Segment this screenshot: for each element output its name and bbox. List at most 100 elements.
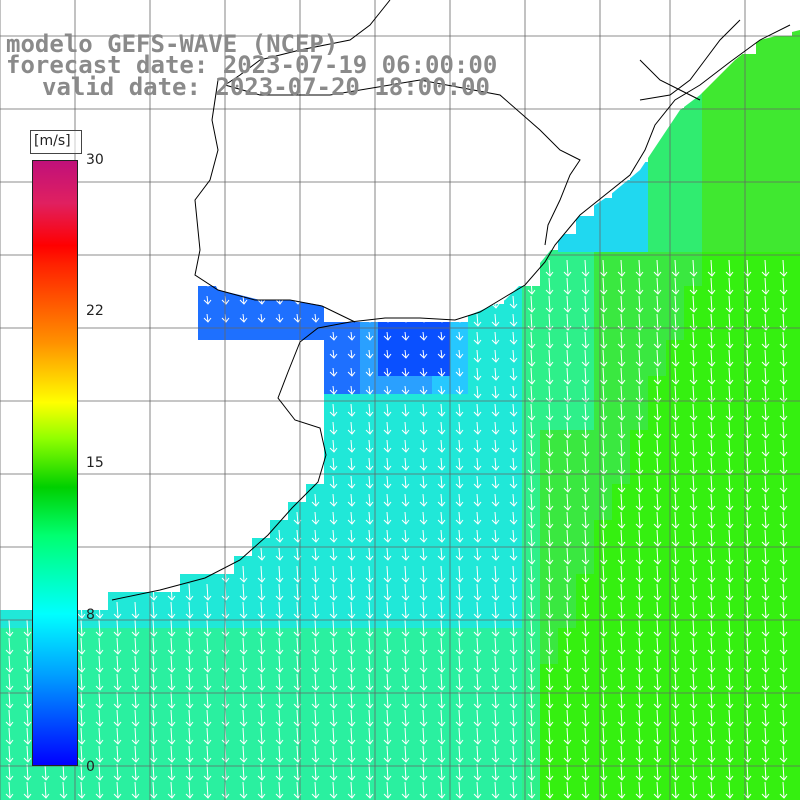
wind-arrow (455, 403, 464, 417)
wind-arrow (311, 691, 320, 709)
wind-arrow (437, 349, 446, 359)
wind-arrow (725, 529, 734, 547)
wind-speed-cell (684, 682, 702, 700)
wind-arrow (383, 763, 392, 781)
wind-arrow (347, 511, 356, 525)
wind-speed-cell (234, 754, 252, 772)
wind-speed-cell (738, 304, 756, 322)
wind-arrow (383, 745, 392, 763)
wind-speed-cell (108, 736, 126, 754)
wind-speed-cell (252, 772, 270, 790)
wind-speed-cell (144, 754, 162, 772)
wind-arrow (545, 583, 554, 601)
wind-arrow (383, 403, 392, 417)
wind-speed-cell (360, 556, 378, 574)
wind-arrow (437, 385, 446, 395)
wind-speed-cell (774, 754, 792, 772)
wind-arrow (617, 295, 626, 313)
wind-arrow (779, 601, 788, 619)
wind-speed-cell (360, 466, 378, 484)
wind-arrow (419, 475, 428, 489)
wind-arrow (599, 565, 608, 583)
wind-arrow (617, 565, 626, 583)
wind-speed-cell (774, 198, 792, 216)
wind-speed-cell (630, 304, 648, 322)
wind-speed-cell (540, 358, 558, 376)
wind-arrow (779, 745, 788, 763)
wind-speed-cell (360, 484, 378, 502)
wind-arrow (311, 529, 320, 543)
wind-arrow (635, 439, 644, 457)
wind-speed-cell (108, 790, 126, 800)
wind-arrow (761, 673, 770, 691)
wind-arrow (527, 565, 536, 583)
wind-arrow (725, 475, 734, 493)
wind-speed-cell (648, 376, 666, 394)
wind-speed-cell (180, 682, 198, 700)
wind-arrow (491, 475, 500, 489)
wind-arrow (455, 493, 464, 507)
wind-arrow (635, 313, 644, 331)
wind-arrow (401, 727, 410, 745)
wind-speed-cell (252, 322, 270, 340)
wind-speed-cell (702, 286, 720, 304)
wind-arrow (419, 655, 428, 673)
wind-arrow (599, 403, 608, 421)
wind-speed-cell (756, 358, 774, 376)
wind-arrow (617, 619, 626, 637)
wind-speed-cell (648, 340, 666, 358)
wind-arrow (707, 529, 716, 547)
wind-speed-cell (450, 520, 468, 538)
wind-arrow (203, 727, 212, 745)
wind-speed-cell (738, 340, 756, 358)
wind-arrow (779, 781, 788, 799)
wind-arrow (725, 493, 734, 511)
wind-arrow (653, 403, 662, 421)
wind-arrow (347, 637, 356, 655)
wind-speed-cell (450, 772, 468, 790)
wind-arrow (167, 745, 176, 763)
wind-speed-cell (504, 466, 522, 484)
wind-arrow (437, 691, 446, 709)
wind-arrow (329, 691, 338, 709)
wind-arrow (689, 385, 698, 403)
wind-speed-cell (756, 412, 774, 430)
wind-arrow (401, 781, 410, 799)
wind-speed-cell (504, 304, 522, 322)
wind-speed-cell (234, 664, 252, 682)
wind-speed-cell (360, 682, 378, 700)
wind-speed-cell (342, 466, 360, 484)
wind-arrow (23, 781, 32, 799)
wind-arrow (257, 691, 266, 709)
wind-arrow (437, 529, 446, 543)
wind-arrow (401, 691, 410, 709)
wind-arrow (689, 547, 698, 565)
wind-speed-cell (702, 628, 720, 646)
wind-arrow (653, 439, 662, 457)
wind-arrow (455, 601, 464, 619)
wind-speed-cell (774, 628, 792, 646)
wind-speed-cell (450, 340, 468, 358)
wind-speed-cell (558, 754, 576, 772)
wind-arrow (653, 727, 662, 745)
wind-speed-cell (486, 646, 504, 664)
wind-arrow (383, 349, 392, 359)
wind-arrow (491, 745, 500, 763)
wind-speed-cell (648, 250, 666, 268)
wind-speed-cell (468, 574, 486, 592)
wind-arrow (329, 763, 338, 781)
wind-speed-cell (288, 754, 306, 772)
wind-speed-cell (414, 790, 432, 800)
wind-arrow (581, 295, 590, 313)
wind-arrow (365, 727, 374, 745)
wind-speed-cell (180, 646, 198, 664)
wind-arrow (437, 331, 446, 341)
wind-arrow (455, 367, 464, 377)
wind-arrow (329, 547, 338, 561)
wind-arrow (473, 727, 482, 745)
wind-speed-cell (468, 520, 486, 538)
wind-speed-cell (648, 610, 666, 628)
wind-arrow (149, 583, 158, 601)
wind-arrow (257, 583, 266, 601)
wind-speed-cell (792, 376, 800, 394)
